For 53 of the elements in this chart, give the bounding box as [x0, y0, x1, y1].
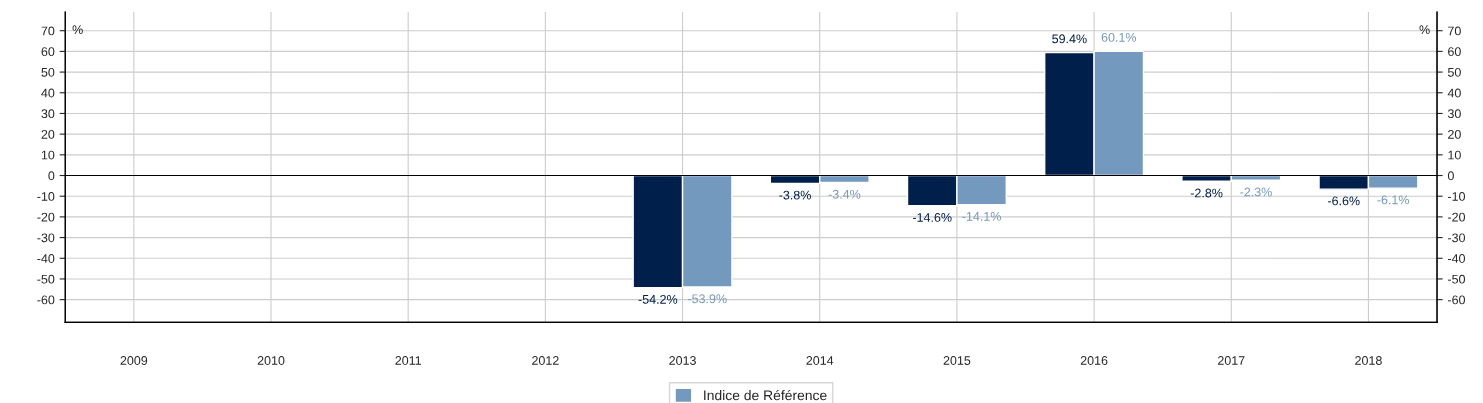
data-label: -14.6% — [912, 213, 952, 222]
y2-tick-label: -40 — [1448, 254, 1466, 263]
y2-tick-label: 60 — [1448, 47, 1461, 57]
y2-tick-label: 20 — [1448, 129, 1461, 139]
y-tick-label: -30 — [37, 233, 55, 243]
data-label: -53.9% — [688, 294, 727, 304]
data-label: -14.1% — [962, 212, 1001, 221]
y2-tick-label: 40 — [1447, 88, 1461, 98]
x-tick-label: 2016 — [1080, 356, 1108, 365]
y2-tick-label: 0 — [1447, 171, 1454, 181]
data-label: 60.1% — [1101, 32, 1137, 42]
x-tick-label: 2010 — [257, 356, 285, 365]
y2-tick-label: 10 — [1448, 150, 1461, 160]
y2-tick-label: 30 — [1447, 109, 1461, 119]
y-tick-label: 60 — [41, 47, 55, 57]
x-tick-label: 2017 — [1217, 356, 1245, 365]
x-tick-label: 2013 — [669, 356, 696, 365]
x-tick-label: 2015 — [943, 356, 971, 365]
y2-tick-label: -60 — [1448, 295, 1466, 305]
y2-axis-title: % — [1419, 25, 1430, 35]
y2-tick-label: -20 — [1448, 212, 1466, 222]
y2-tick-label: 70 — [1448, 26, 1461, 36]
y2-tick-label: 50 — [1447, 67, 1461, 77]
legend-label: Indice de Référence — [704, 389, 827, 401]
x-tick-label: 2014 — [806, 356, 834, 365]
y-tick-label: 70 — [41, 26, 55, 36]
y-tick-label: -40 — [37, 254, 55, 263]
x-tick-label: 2012 — [532, 356, 559, 365]
x-tick-label: 2018 — [1355, 356, 1382, 365]
y-tick-label: -20 — [37, 212, 55, 222]
y2-tick-label: -50 — [1448, 274, 1466, 284]
x-tick-label: 2009 — [120, 356, 148, 365]
data-label: -3.8% — [779, 190, 811, 200]
y2-tick-label: -10 — [1448, 192, 1466, 201]
y-tick-label: 40 — [41, 88, 55, 98]
y-tick-label: 50 — [41, 67, 55, 77]
y2-tick-label: -30 — [1448, 233, 1466, 243]
data-label: -54.2% — [638, 294, 678, 304]
y-tick-label: 0 — [48, 171, 55, 181]
data-label: -6.1% — [1377, 195, 1410, 205]
data-label: 59.4% — [1052, 34, 1087, 44]
x-tick-label: 2011 — [395, 356, 422, 365]
data-label: -2.8% — [1190, 188, 1223, 198]
data-label: -3.4% — [828, 189, 861, 199]
y-tick-label: -50 — [37, 274, 55, 284]
y-axis-title: % — [72, 25, 83, 35]
data-label: -6.6% — [1327, 196, 1360, 206]
y-tick-label: -60 — [37, 295, 55, 305]
y-tick-label: -10 — [37, 192, 55, 201]
y-tick-label: 10 — [41, 150, 55, 160]
y-tick-label: 30 — [41, 109, 55, 119]
y-tick-label: 20 — [41, 129, 55, 139]
data-label: -2.3% — [1240, 187, 1272, 197]
